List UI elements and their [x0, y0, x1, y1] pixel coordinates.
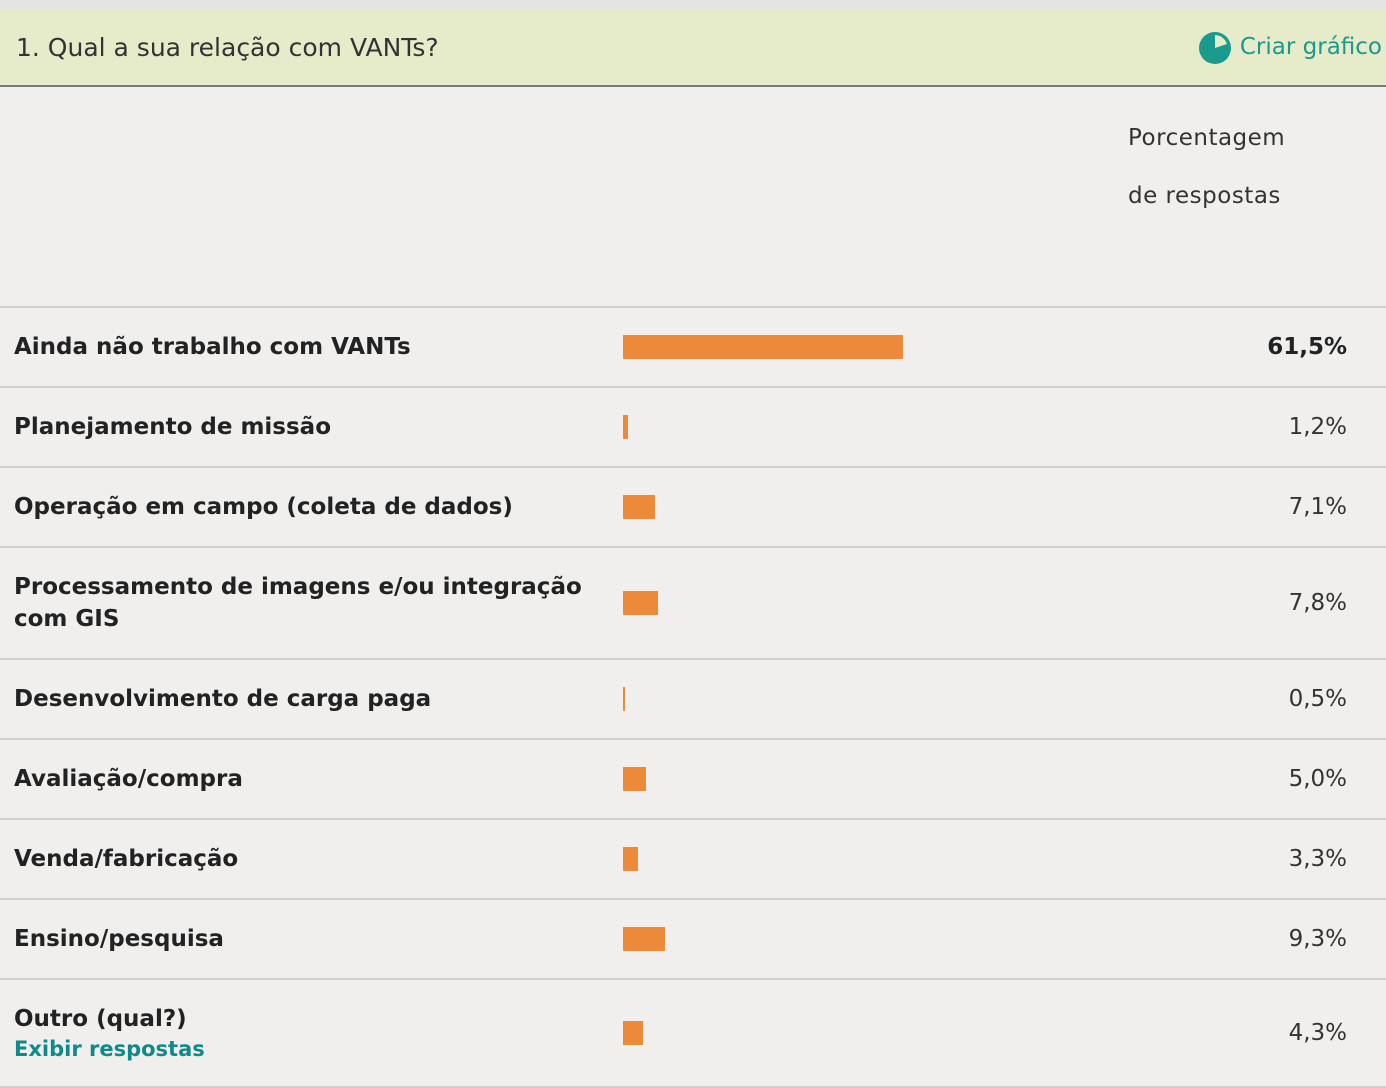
percentage: 7,8%	[1288, 590, 1347, 616]
percentage: 1,2%	[1288, 414, 1347, 440]
question-title: 1. Qual a sua relação com VANTs?	[16, 33, 439, 62]
answer-label: Processamento de imagens e/ou integração…	[14, 574, 582, 632]
answer-label: Ainda não trabalho com VANTs	[14, 334, 411, 360]
result-row: Operação em campo (coleta de dados) 7,1%	[0, 468, 1386, 548]
result-row: Venda/fabricação 3,3%	[0, 820, 1386, 900]
bar	[623, 335, 903, 359]
answer-cell: Avaliação/compra	[14, 763, 584, 795]
result-row: Outro (qual?) Exibir respostas 4,3%	[0, 980, 1386, 1088]
answer-label: Ensino/pesquisa	[14, 926, 224, 952]
answer-label: Outro (qual?)	[14, 1006, 187, 1032]
pie-icon	[1198, 31, 1231, 64]
bar	[623, 415, 629, 439]
answer-label: Desenvolvimento de carga paga	[14, 686, 432, 712]
bar	[623, 687, 626, 711]
result-row: Ainda não trabalho com VANTs 61,5%	[0, 308, 1386, 388]
result-row: Avaliação/compra 5,0%	[0, 740, 1386, 820]
answer-label: Operação em campo (coleta de dados)	[14, 494, 513, 520]
percentage: 0,5%	[1288, 686, 1347, 712]
percentage: 7,1%	[1288, 494, 1347, 520]
result-row: Planejamento de missão 1,2%	[0, 388, 1386, 468]
answer-label: Venda/fabricação	[14, 846, 239, 872]
show-responses-link[interactable]: Exibir respostas	[14, 1037, 205, 1061]
answer-cell: Ensino/pesquisa	[14, 923, 584, 955]
bar	[623, 591, 659, 615]
percentage: 3,3%	[1288, 846, 1347, 872]
bar	[623, 767, 646, 791]
bar	[623, 927, 666, 951]
answer-cell: Venda/fabricação	[14, 843, 584, 875]
answer-cell: Planejamento de missão	[14, 411, 584, 443]
percentage: 4,3%	[1288, 1020, 1347, 1046]
answer-cell: Desenvolvimento de carga paga	[14, 683, 584, 715]
top-strip	[0, 0, 1386, 10]
answer-label: Planejamento de missão	[14, 414, 332, 440]
question-header: 1. Qual a sua relação com VANTs? Criar g…	[0, 10, 1386, 87]
answer-cell: Processamento de imagens e/ou integração…	[14, 571, 584, 635]
create-chart-label[interactable]: Criar gráfico	[1239, 34, 1382, 60]
percentage: 9,3%	[1288, 926, 1347, 952]
bar	[623, 1021, 643, 1045]
answer-cell: Operação em campo (coleta de dados)	[14, 491, 584, 523]
percentage: 5,0%	[1288, 766, 1347, 792]
create-chart[interactable]: Criar gráfico	[1198, 10, 1382, 85]
answer-label: Avaliação/compra	[14, 766, 243, 792]
result-row: Ensino/pesquisa 9,3%	[0, 900, 1386, 980]
bar	[623, 847, 638, 871]
percentage: 61,5%	[1267, 334, 1347, 360]
result-row: Desenvolvimento de carga paga 0,5%	[0, 660, 1386, 740]
column-header-row: Porcentagem de respostas	[0, 87, 1386, 308]
result-row: Processamento de imagens e/ou integração…	[0, 548, 1386, 660]
rows: Ainda não trabalho com VANTs 61,5% Planeja…	[0, 308, 1386, 1088]
bar	[623, 495, 656, 519]
column-header: Porcentagem de respostas	[1128, 125, 1286, 209]
answer-cell: Outro (qual?) Exibir respostas	[14, 1003, 584, 1063]
answer-cell: Ainda não trabalho com VANTs	[14, 331, 584, 363]
